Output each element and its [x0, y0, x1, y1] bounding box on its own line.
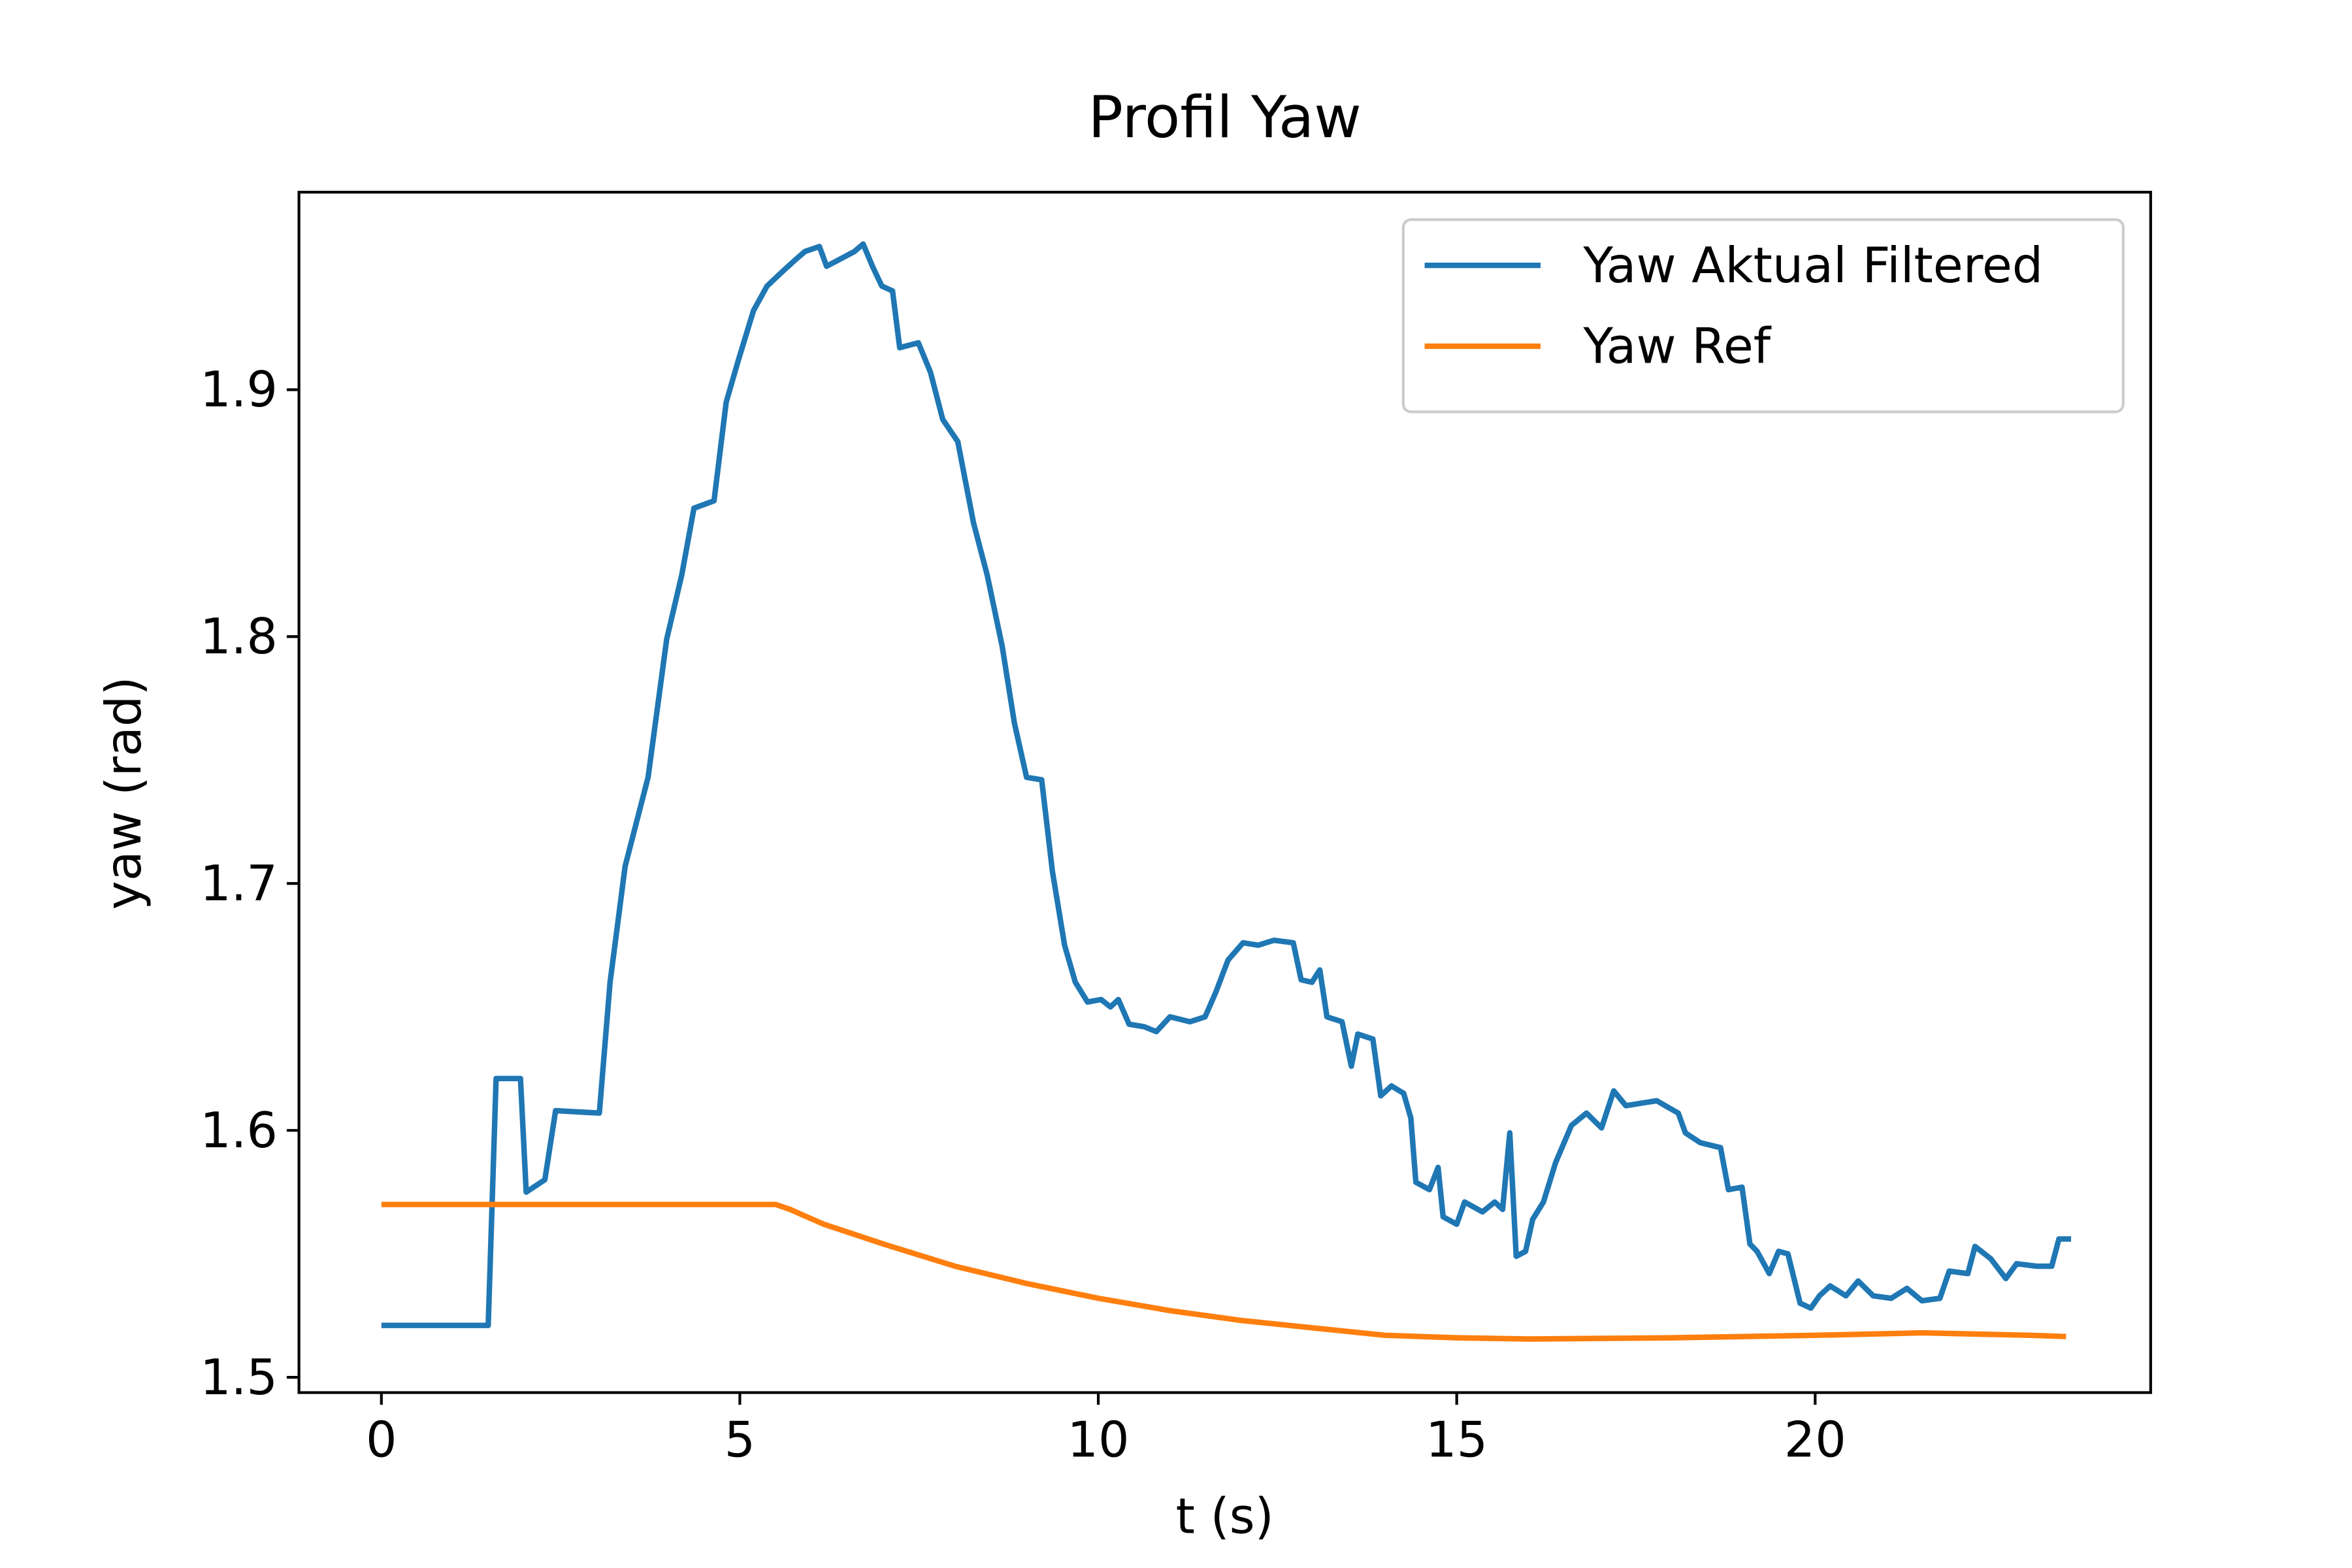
plot-frame [297, 191, 2152, 1394]
legend-label: Yaw Aktual Filtered [1582, 237, 2043, 294]
x-axis-label: t (s) [1176, 1488, 1274, 1544]
x-tick-label: 15 [1426, 1412, 1488, 1469]
data-line [381, 241, 2072, 1328]
x-tick-label: 20 [1784, 1412, 1846, 1469]
chart-title: Profil Yaw [1088, 84, 1362, 151]
y-tick-label: 1.5 [200, 1349, 278, 1406]
legend-label: Yaw Ref [1582, 318, 1771, 375]
x-tick-label: 5 [725, 1412, 756, 1469]
y-tick-label: 1.9 [200, 361, 278, 418]
x-tick-label: 10 [1068, 1412, 1130, 1469]
y-axis-label: yaw (rad) [95, 677, 152, 910]
y-tick-label: 1.8 [200, 608, 278, 665]
data-line [381, 1201, 2066, 1342]
y-tick-label: 1.7 [200, 855, 278, 912]
y-tick-label: 1.6 [200, 1102, 278, 1159]
legend-box [1401, 218, 2125, 414]
x-tick-label: 0 [366, 1412, 397, 1469]
